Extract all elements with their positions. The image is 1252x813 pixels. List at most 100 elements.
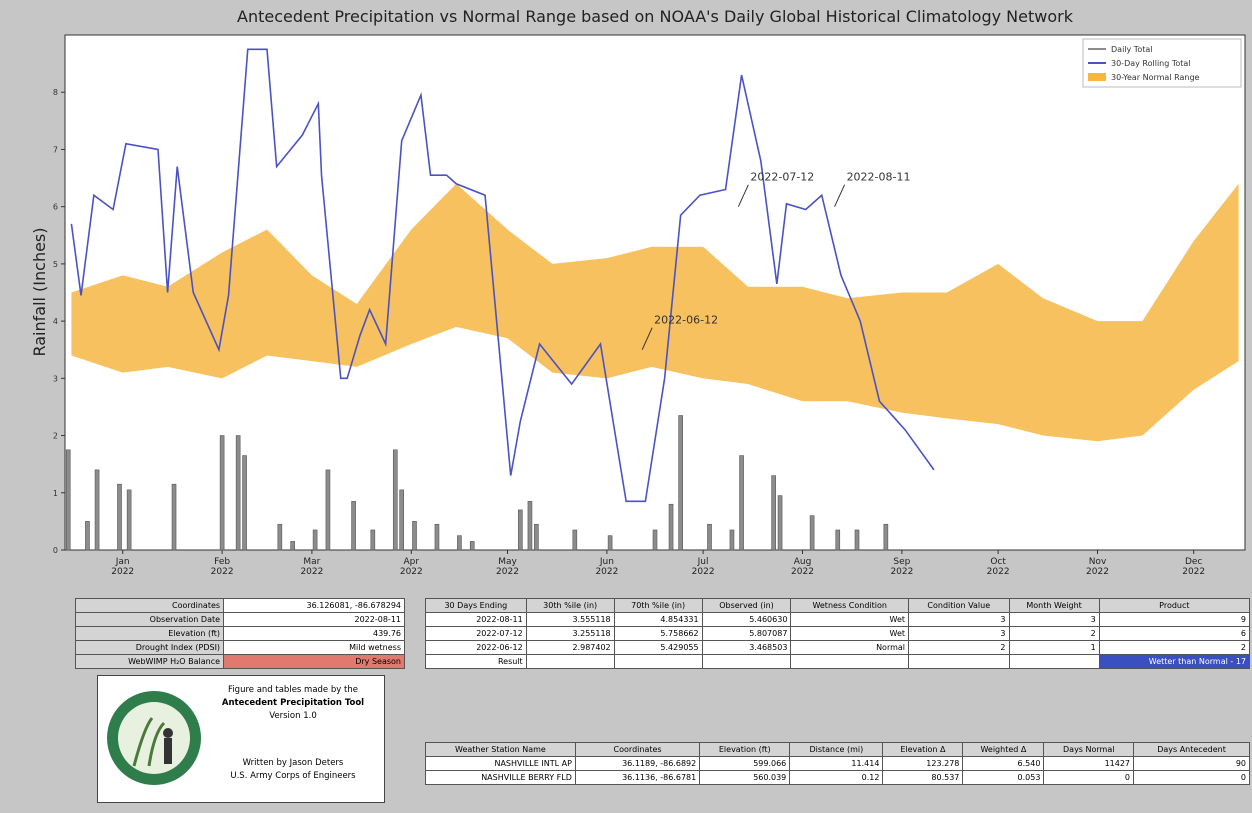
credit-line: Version 1.0 [269, 711, 317, 721]
result-value: Wetter than Normal - 17 [1098, 654, 1251, 669]
credit-line: Figure and tables made by the [228, 685, 358, 695]
table-cell: 9 [1098, 612, 1251, 627]
table-cell: 3.555118 [525, 612, 615, 627]
x-tick-label: Jun 2022 [595, 557, 619, 577]
table-cell: 4.854331 [613, 612, 703, 627]
daily-bar [235, 435, 241, 551]
daily-bar [312, 529, 318, 551]
header-cell: Month Weight [1008, 598, 1100, 613]
daily-bar [85, 521, 90, 551]
header-cell: Condition Value [908, 598, 1010, 613]
table-cell: 80.537 [882, 770, 964, 785]
table-cell: 0 [1043, 770, 1135, 785]
daily-bar [370, 529, 376, 551]
row-value: 439.76 [223, 626, 405, 641]
y-tick-label: 8 [53, 88, 58, 97]
table-cell: 36.1136, -86.6781 [574, 770, 701, 785]
normal-range [71, 183, 1239, 442]
rolling-total-line [70, 48, 935, 503]
table-cell: 11427 [1043, 756, 1135, 771]
annotation-arrow [834, 184, 846, 207]
daily-bar [290, 541, 295, 551]
daily-bar [534, 523, 539, 551]
y-axis-label: Rainfall (Inches) [30, 227, 49, 356]
table-row: 2022-07-12 3.255118 5.758662 5.807087 Wet 3 2 6 [425, 626, 1251, 641]
header-cell: Observed (in) [701, 598, 792, 613]
daily-bar [277, 523, 283, 551]
daily-bar [117, 483, 122, 551]
table-cell: 2022-07-12 [425, 626, 527, 641]
y-tick-label: 6 [53, 203, 58, 212]
table-row: Coordinates 36.126081, -86.678294 [74, 598, 405, 613]
daily-bar [412, 521, 417, 551]
annotation-arrow [641, 327, 653, 350]
logo [107, 691, 201, 785]
daily-bar [469, 541, 475, 551]
y-tick-label: 2 [53, 432, 58, 441]
header-cell: Product [1098, 598, 1251, 613]
daily-bar [777, 495, 783, 551]
chart-title: Antecedent Precipitation vs Normal Range… [237, 7, 1074, 26]
table-cell: Normal [790, 640, 910, 655]
table-cell: NASHVILLE INTL AP [425, 756, 576, 771]
daily-bar [518, 509, 523, 551]
empty-cell [613, 654, 703, 669]
daily-bar [527, 501, 533, 551]
daily-bar [835, 529, 841, 551]
table-cell: 0.12 [789, 770, 884, 785]
header-cell: Days Normal [1043, 742, 1135, 757]
x-tick-label: Apr 2022 [399, 557, 423, 577]
daily-bar [668, 503, 674, 551]
table-cell: 1 [1008, 640, 1100, 655]
header-cell: 30th %ile (in) [525, 598, 615, 613]
table-row: Weather Station Name Coordinates Elevation… [425, 742, 1250, 757]
daily-bar [325, 469, 331, 551]
table-cell: 3 [908, 612, 1010, 627]
table-cell: 2022-08-11 [425, 612, 527, 627]
table-cell: 0 [1133, 770, 1250, 785]
table-row: Drought Index (PDSI) Mild wetness [74, 640, 405, 655]
table-cell: 3.468503 [701, 640, 792, 655]
daily-bar [678, 415, 683, 551]
header-cell: Elevation (ft) [699, 742, 791, 757]
x-tick-label: Jan 2022 [111, 557, 135, 577]
table-cell: 2022-06-12 [425, 640, 527, 655]
row-label: Drought Index (PDSI) [74, 640, 225, 655]
table-cell: 6.540 [962, 756, 1045, 771]
row-value: 36.126081, -86.678294 [223, 598, 405, 613]
empty-cell [1008, 654, 1100, 669]
table-cell: NASHVILLE BERRY FLD [425, 770, 576, 785]
daily-bar [171, 483, 177, 551]
table-cell: 2 [1008, 626, 1100, 641]
empty-cell [701, 654, 792, 669]
table-cell: 599.066 [699, 756, 791, 771]
daily-bar [607, 535, 613, 551]
annotation: 2022-08-11 [847, 171, 911, 184]
empty-cell [790, 654, 910, 669]
legend-label: 30-Day Rolling Total [1111, 59, 1191, 68]
daily-bar [707, 523, 712, 551]
y-tick-label: 3 [53, 374, 58, 383]
daily-bar [652, 529, 658, 551]
y-tick-label: 5 [53, 260, 58, 269]
header-cell: Coordinates [574, 742, 701, 757]
empty-cell [908, 654, 1010, 669]
logo-plant [132, 717, 166, 767]
daily-bar [351, 501, 356, 551]
conditions-table: 30 Days Ending 30th %ile (in) 70th %ile (i… [425, 598, 1251, 669]
row-label: WebWIMP H₂O Balance [74, 654, 225, 669]
table-cell: 0.053 [962, 770, 1045, 785]
table-row: NASHVILLE BERRY FLD 36.1136, -86.6781 560.… [425, 770, 1250, 785]
table-cell: 3 [1008, 612, 1100, 627]
legend-swatch [1088, 73, 1106, 81]
daily-bar [854, 529, 860, 551]
x-tick-label: Nov 2022 [1086, 557, 1109, 577]
table-cell: 123.278 [882, 756, 964, 771]
credit-box: Figure and tables made by the Antecedent … [97, 675, 385, 803]
daily-bar [883, 523, 889, 551]
table-row: NASHVILLE INTL AP 36.1189, -86.6892 599.06… [425, 756, 1250, 771]
row-label: Coordinates [74, 598, 225, 613]
table-row: Observation Date 2022-08-11 [74, 612, 405, 627]
header-cell: Weighted Δ [962, 742, 1045, 757]
